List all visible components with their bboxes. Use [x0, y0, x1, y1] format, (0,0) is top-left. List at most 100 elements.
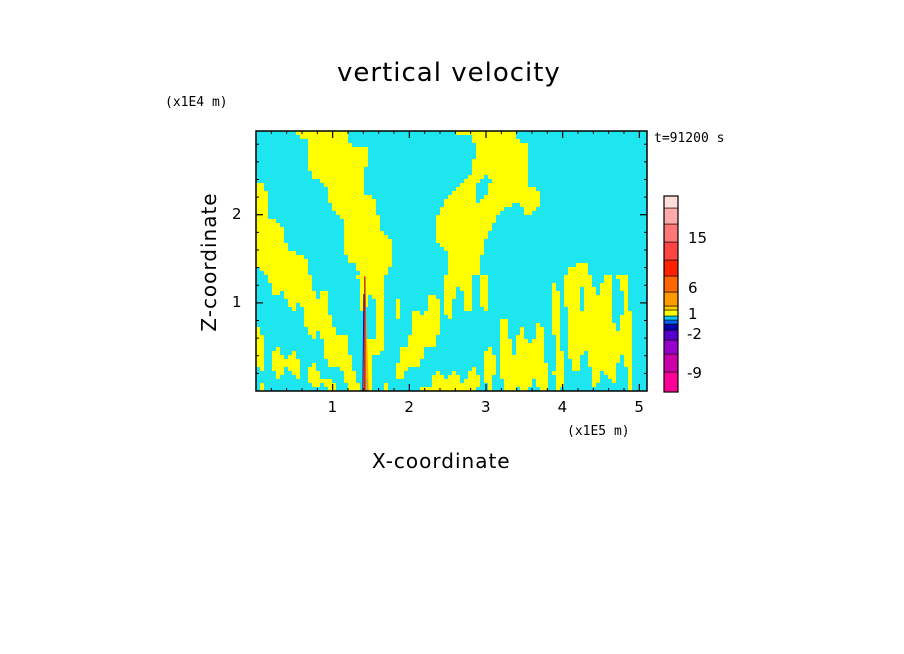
colorbar-label: 6 [688, 279, 698, 297]
x-unit-label: (x1E5 m) [567, 424, 630, 439]
positive-velocity-patch [584, 287, 596, 291]
positive-velocity-patch [504, 379, 532, 383]
positive-velocity-patch [332, 207, 376, 211]
positive-velocity-patch [588, 363, 616, 367]
positive-velocity-patch [524, 211, 532, 215]
positive-velocity-patch [600, 283, 612, 287]
positive-velocity-patch [348, 259, 392, 263]
positive-velocity-patch [444, 311, 452, 315]
positive-velocity-patch [612, 379, 616, 383]
positive-velocity-patch [436, 371, 440, 375]
positive-velocity-patch [600, 287, 612, 291]
positive-velocity-patch [488, 387, 492, 391]
positive-velocity-patch [556, 335, 560, 339]
positive-velocity-patch [568, 271, 588, 275]
positive-velocity-patch [620, 283, 628, 287]
positive-velocity-patch [564, 283, 592, 287]
positive-velocity-patch [444, 203, 512, 207]
positive-velocity-patch [324, 355, 352, 359]
positive-velocity-patch [536, 335, 544, 339]
positive-velocity-patch [556, 367, 564, 371]
positive-velocity-patch [376, 299, 384, 303]
positive-velocity-patch [624, 307, 628, 311]
positive-velocity-patch [624, 299, 628, 303]
positive-velocity-patch [432, 379, 460, 383]
positive-velocity-patch [344, 379, 356, 383]
positive-velocity-patch [624, 303, 628, 307]
positive-velocity-patch [272, 287, 312, 291]
positive-velocity-patch [444, 283, 472, 287]
positive-velocity-patch [328, 387, 336, 391]
positive-velocity-patch [540, 387, 548, 391]
positive-velocity-patch [628, 379, 632, 383]
positive-velocity-patch [324, 339, 348, 343]
positive-velocity-patch [464, 299, 472, 303]
positive-velocity-patch [360, 279, 384, 283]
positive-velocity-patch [480, 283, 488, 287]
positive-velocity-patch [448, 195, 476, 199]
positive-velocity-patch [368, 387, 372, 391]
positive-velocity-patch [328, 195, 372, 199]
positive-velocity-patch [328, 363, 352, 367]
positive-velocity-patch [552, 295, 560, 299]
positive-velocity-patch [312, 383, 320, 387]
positive-velocity-patch [480, 199, 540, 203]
positive-velocity-patch [520, 331, 524, 335]
positive-velocity-patch [440, 243, 484, 247]
positive-velocity-patch [564, 299, 580, 303]
positive-velocity-patch [592, 367, 616, 371]
positive-velocity-patch [324, 351, 348, 355]
colorbar-segment [663, 353, 679, 373]
positive-velocity-patch [396, 307, 400, 311]
positive-velocity-patch [320, 335, 348, 339]
positive-velocity-patch [308, 143, 352, 147]
positive-velocity-patch [588, 355, 620, 359]
positive-velocity-patch [568, 351, 584, 355]
positive-velocity-patch [256, 359, 264, 363]
positive-velocity-patch [628, 383, 632, 387]
positive-velocity-patch [304, 307, 328, 311]
positive-velocity-patch [564, 291, 580, 295]
positive-velocity-patch [552, 331, 560, 335]
positive-velocity-patch [344, 371, 356, 375]
positive-velocity-patch [360, 307, 364, 311]
positive-velocity-patch [568, 355, 580, 359]
positive-velocity-patch [376, 303, 384, 307]
positive-velocity-patch [584, 307, 612, 311]
positive-velocity-patch [256, 259, 308, 263]
positive-velocity-patch [620, 319, 632, 323]
positive-velocity-patch [484, 363, 496, 367]
positive-velocity-patch [620, 287, 628, 291]
positive-velocity-patch [376, 311, 384, 315]
chart-title: vertical velocity [337, 58, 561, 88]
positive-velocity-patch [256, 247, 288, 251]
positive-velocity-patch [556, 383, 564, 387]
positive-velocity-patch [360, 287, 384, 291]
colorbar-segment [663, 195, 679, 209]
positive-velocity-patch [484, 351, 492, 355]
positive-velocity-patch [620, 315, 632, 319]
positive-velocity-patch [420, 387, 476, 391]
positive-velocity-patch [344, 223, 380, 227]
positive-velocity-patch [308, 159, 368, 163]
positive-velocity-patch [364, 347, 384, 351]
positive-velocity-patch [444, 307, 452, 311]
positive-velocity-patch [436, 227, 492, 231]
positive-velocity-patch [620, 327, 632, 331]
positive-velocity-patch [436, 219, 496, 223]
positive-velocity-patch [500, 351, 512, 355]
positive-velocity-patch [516, 347, 544, 351]
positive-velocity-patch [568, 315, 612, 319]
positive-velocity-patch [452, 191, 476, 195]
positive-velocity-patch [460, 183, 476, 187]
colorbar-label: 15 [688, 229, 708, 247]
positive-velocity-patch [272, 367, 284, 371]
positive-velocity-patch [272, 283, 312, 287]
plot-frame [255, 130, 648, 392]
positive-velocity-patch [556, 355, 564, 359]
positive-velocity-patch [476, 151, 528, 155]
positive-velocity-patch [328, 187, 364, 191]
positive-velocity-patch [500, 343, 512, 347]
positive-velocity-patch [276, 371, 284, 375]
